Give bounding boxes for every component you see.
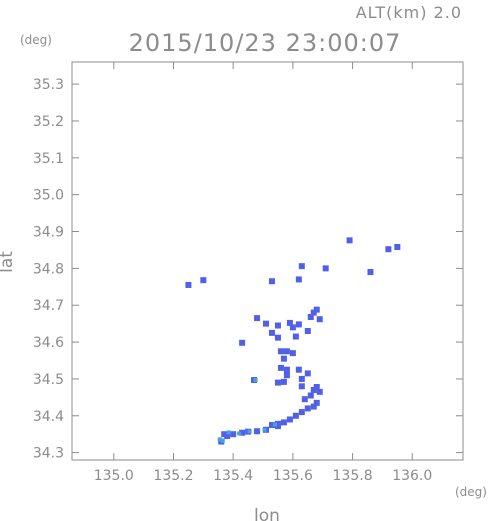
echo-point	[310, 403, 317, 410]
echo-point	[304, 405, 311, 412]
echo-point	[283, 348, 290, 355]
echo-point	[289, 350, 296, 357]
y-tick-label: 34.6	[33, 335, 64, 351]
echo-point	[280, 355, 287, 362]
echo-point	[274, 423, 281, 430]
echo-point	[295, 276, 302, 283]
echo-point-weak	[247, 429, 252, 434]
echo-point	[289, 324, 296, 331]
echo-point	[268, 278, 275, 285]
x-tick-label: 136.0	[392, 468, 432, 484]
echo-point	[298, 263, 305, 270]
echo-layer	[185, 237, 401, 445]
echo-point	[263, 320, 270, 327]
echo-point	[307, 314, 314, 321]
echo-point	[254, 428, 261, 435]
echo-point	[286, 416, 293, 423]
echo-point-weak	[217, 437, 222, 442]
y-tick-label: 34.5	[33, 372, 64, 388]
echo-point	[346, 237, 353, 244]
echo-point	[268, 421, 275, 428]
x-tick-label: 135.8	[333, 468, 373, 484]
echo-point	[298, 383, 305, 390]
echo-point	[254, 315, 261, 322]
plot-frame	[71, 61, 464, 461]
echo-point-weak	[220, 438, 225, 443]
echo-point-weak	[253, 378, 258, 383]
echo-point-weak	[272, 422, 277, 427]
echo-point	[280, 419, 287, 426]
y-tick-label: 34.4	[33, 409, 64, 425]
y-tick-label: 34.8	[33, 261, 64, 277]
echo-point	[385, 246, 392, 253]
echo-point	[283, 372, 290, 379]
echo-point	[313, 306, 320, 313]
y-axis-unit: (deg)	[20, 33, 52, 47]
echo-point	[367, 269, 374, 276]
echo-point	[268, 329, 275, 336]
echo-point	[292, 333, 299, 340]
echo-point	[313, 384, 320, 391]
echo-point-weak	[237, 431, 242, 436]
x-axis-unit: (deg)	[455, 485, 487, 499]
echo-point	[283, 366, 290, 373]
echo-point	[200, 277, 207, 284]
echo-point	[304, 328, 311, 335]
altitude-label: ALT(km) 2.0	[356, 3, 462, 22]
echo-point	[286, 319, 293, 326]
x-axis-label: lon	[254, 506, 280, 521]
chart-title: 2015/10/23 23:00:07	[129, 29, 402, 57]
echo-point	[239, 339, 246, 346]
y-tick-label: 35.1	[33, 151, 64, 167]
x-tick-label: 135.6	[273, 468, 313, 484]
echo-point	[185, 281, 192, 288]
y-tick-label: 34.3	[33, 446, 64, 462]
y-tick-label: 34.9	[33, 225, 64, 241]
echo-point	[230, 431, 237, 438]
echo-point	[301, 396, 308, 403]
echo-point	[277, 348, 284, 355]
echo-point	[274, 379, 281, 386]
echo-point	[307, 392, 314, 399]
echo-point	[280, 378, 287, 385]
echo-point	[316, 316, 323, 323]
y-tick-label: 35.2	[33, 114, 64, 130]
echo-point	[313, 399, 320, 406]
echo-point	[274, 334, 281, 341]
echo-point	[295, 321, 302, 328]
echo-point	[277, 364, 284, 371]
echo-point-weak	[226, 430, 231, 435]
echo-point	[295, 366, 302, 373]
echo-point	[239, 429, 246, 436]
y-axis-label: lat	[0, 251, 17, 273]
echo-point	[292, 412, 299, 419]
y-tick-label: 35.0	[33, 188, 64, 204]
axis-ticks: 135.0 135.2 135.4 135.6 135.8 136.0 34.3 34.4 34…	[33, 62, 463, 484]
x-tick-label: 135.2	[153, 468, 193, 484]
echo-point	[316, 388, 323, 395]
echo-point	[322, 265, 329, 272]
echo-point	[298, 375, 305, 382]
y-tick-label: 34.7	[33, 298, 64, 314]
x-tick-label: 135.0	[94, 468, 134, 484]
echo-point	[274, 322, 281, 329]
echo-point	[394, 243, 401, 250]
x-tick-label: 135.4	[213, 468, 253, 484]
echo-point	[304, 370, 311, 377]
echo-point-weak	[262, 427, 267, 432]
echo-point	[298, 409, 305, 416]
y-tick-label: 35.3	[33, 77, 64, 93]
echo-point	[221, 431, 228, 438]
